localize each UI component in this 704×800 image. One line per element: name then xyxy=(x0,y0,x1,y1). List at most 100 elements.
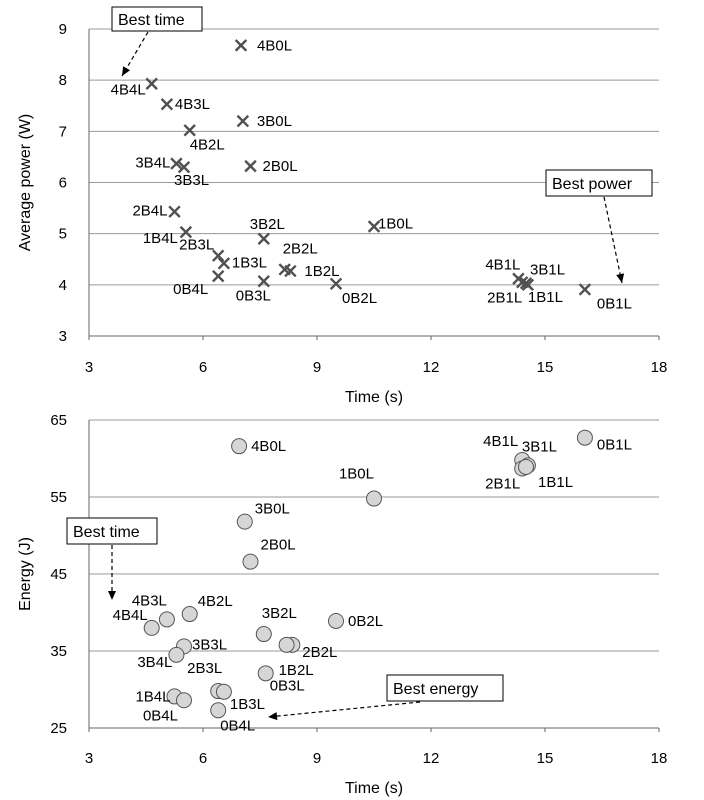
data-point-label: 3B0L xyxy=(257,113,292,130)
data-point xyxy=(244,159,257,173)
data-point xyxy=(215,683,232,700)
y-tick-label: 4 xyxy=(59,277,67,294)
data-point-label: 2B0L xyxy=(263,158,298,175)
data-point-label: 2B3L xyxy=(187,660,222,677)
data-point-stroke xyxy=(521,278,535,292)
callout-arrowhead xyxy=(616,273,625,283)
data-point xyxy=(576,429,593,446)
data-point-label: 0B3L xyxy=(270,677,305,694)
data-point xyxy=(242,553,259,570)
callout-text: Best time xyxy=(118,12,185,29)
data-point xyxy=(578,283,592,296)
callout: Best time xyxy=(111,6,203,77)
callout-arrowhead xyxy=(122,66,131,76)
data-point-label: 1B2L xyxy=(304,263,339,280)
data-point xyxy=(177,160,191,174)
data-point-label: 3B3L xyxy=(192,636,227,653)
y-tick-label: 25 xyxy=(50,720,67,737)
y-tick-label: 55 xyxy=(50,489,67,506)
data-point xyxy=(170,157,183,170)
data-point xyxy=(176,692,192,709)
data-point xyxy=(257,275,270,288)
data-point-stroke xyxy=(278,263,291,276)
data-point-stroke xyxy=(145,77,158,90)
x-tick-label: 12 xyxy=(423,359,440,376)
data-point-label: 0B4L xyxy=(143,707,178,724)
data-point-stroke xyxy=(516,276,529,289)
callout-box xyxy=(66,517,158,545)
data-point-label: 3B4L xyxy=(137,654,172,671)
data-point-label: 1B4L xyxy=(135,688,170,705)
data-point xyxy=(160,98,174,111)
data-point-label: 3B1L xyxy=(522,438,557,455)
callout: Best power xyxy=(545,169,653,284)
x-tick-label: 18 xyxy=(651,750,668,767)
data-point xyxy=(521,278,535,292)
y-tick-label: 8 xyxy=(59,72,67,89)
data-point xyxy=(183,124,196,137)
data-point-label: 4B0L xyxy=(257,37,292,54)
callout: Best energy xyxy=(267,674,504,721)
y-tick-label: 6 xyxy=(59,175,67,192)
callout-arrowhead xyxy=(268,712,278,721)
chart-1: 3 4 5 6 7 8 9 3 6 9 12 15 18 Time (s) Average power (W… xyxy=(17,6,667,406)
data-point-stroke xyxy=(257,275,270,288)
data-point-label: 3B4L xyxy=(135,155,170,172)
callout-arrow xyxy=(603,196,623,284)
data-point-stroke xyxy=(160,98,174,111)
data-point-label: 4B2L xyxy=(190,136,225,153)
x-tick-label: 6 xyxy=(199,750,207,767)
data-point-label: 3B0L xyxy=(255,501,290,518)
data-point xyxy=(217,257,231,270)
data-point-label: 0B1L xyxy=(597,437,632,454)
data-point-stroke xyxy=(367,220,381,233)
data-point xyxy=(234,39,248,52)
data-point-label: 2B4L xyxy=(132,203,167,220)
data-point-stroke xyxy=(257,232,270,245)
data-point xyxy=(168,646,185,663)
data-point-stroke xyxy=(170,157,183,170)
x-tick-label: 15 xyxy=(537,359,554,376)
data-point-stroke xyxy=(578,283,592,296)
data-point-label: 0B1L xyxy=(597,295,632,312)
y-tick-label: 65 xyxy=(50,412,67,429)
data-point xyxy=(236,513,253,530)
data-point xyxy=(212,249,225,262)
x-tick-label: 6 xyxy=(199,359,207,376)
data-point-label: 4B3L xyxy=(132,592,167,609)
data-point-label: 4B0L xyxy=(251,438,286,455)
callout-arrow xyxy=(267,701,421,718)
data-point-label: 4B1L xyxy=(483,433,518,450)
callout-box xyxy=(386,674,504,702)
data-point xyxy=(145,77,158,90)
data-point-label: 0B4L xyxy=(173,281,208,298)
data-point-stroke xyxy=(236,114,250,128)
y-axis-title: Energy (J) xyxy=(17,537,34,611)
callout-text: Best energy xyxy=(393,681,478,698)
y-axis-title: Average power (W) xyxy=(17,114,34,252)
data-point-label: 1B2L xyxy=(279,662,314,679)
x-tick-label: 9 xyxy=(313,750,321,767)
data-point xyxy=(328,612,344,629)
data-point-label: 1B4L xyxy=(143,230,178,247)
x-axis-title: Time (s) xyxy=(345,389,403,406)
data-point-label: 1B3L xyxy=(232,254,267,271)
data-point-label: 1B3L xyxy=(230,696,265,713)
data-point-label: 1B1L xyxy=(538,474,573,491)
data-point-stroke xyxy=(234,39,248,52)
data-point-label: 4B4L xyxy=(111,82,146,99)
data-point xyxy=(158,611,175,628)
callout-box xyxy=(111,6,203,32)
data-point-label: 1B0L xyxy=(378,216,413,233)
data-point-stroke xyxy=(217,257,231,270)
data-point-label: 0B4L xyxy=(220,717,255,734)
data-point xyxy=(518,458,534,475)
data-point-label: 3B2L xyxy=(262,605,297,622)
y-tick-label: 45 xyxy=(50,566,67,583)
data-point-label: 4B3L xyxy=(175,96,210,113)
data-point-label: 1B1L xyxy=(528,289,563,306)
callout-text: Best power xyxy=(552,176,633,193)
data-point xyxy=(329,277,343,291)
data-point-label: 2B2L xyxy=(302,644,337,661)
